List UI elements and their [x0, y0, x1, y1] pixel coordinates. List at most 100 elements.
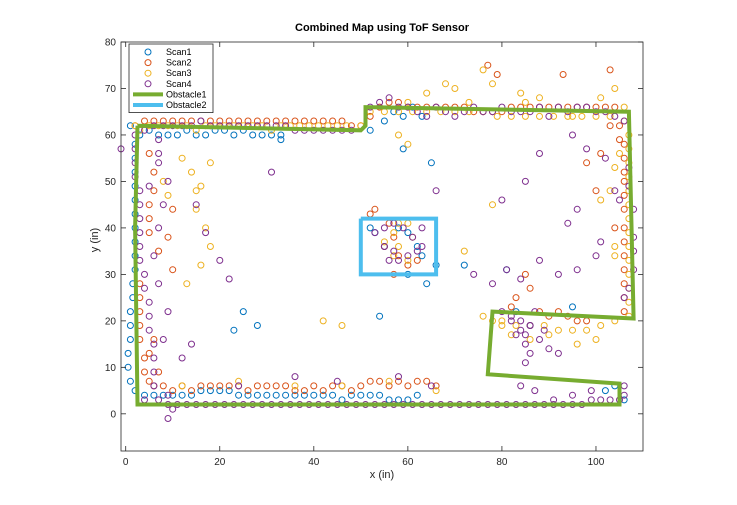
data-point-scan2 — [620, 205, 628, 213]
data-point-scan4 — [399, 224, 407, 232]
data-point-scan3 — [404, 98, 412, 106]
data-point-scan3 — [611, 164, 619, 171]
legend-marker-scan2 — [144, 59, 152, 67]
data-point-scan3 — [489, 201, 496, 209]
data-point-scan3 — [197, 261, 205, 269]
data-point-scan3 — [526, 336, 534, 343]
data-point-scan4 — [202, 229, 210, 237]
data-point-scan1 — [376, 312, 384, 320]
data-point-scan1 — [277, 136, 285, 144]
data-point-scan3 — [573, 340, 581, 348]
data-point-scan3 — [521, 98, 529, 106]
data-point-scan4 — [164, 308, 172, 316]
data-point-scan4 — [583, 145, 591, 153]
data-point-scan3 — [404, 140, 412, 148]
data-point-scan2 — [371, 205, 379, 213]
data-point-scan3 — [164, 191, 172, 199]
data-point-scan3 — [507, 331, 515, 339]
data-point-scan2 — [159, 117, 167, 125]
data-point-scan4 — [531, 387, 539, 395]
data-point-scan3 — [493, 112, 501, 120]
data-point-scan2 — [141, 368, 148, 376]
x-tick-label: 100 — [588, 457, 605, 468]
data-point-scan4 — [390, 247, 398, 255]
data-point-scan4 — [616, 196, 623, 204]
data-point-scan2 — [620, 140, 628, 148]
data-point-scan2 — [385, 382, 393, 390]
data-point-scan2 — [141, 354, 148, 362]
data-point-scan4 — [526, 349, 534, 357]
data-point-scan1 — [258, 131, 266, 139]
x-tick-label: 0 — [123, 457, 129, 468]
data-point-scan1 — [404, 229, 412, 237]
data-point-scan3 — [192, 187, 200, 195]
data-point-scan3 — [395, 243, 402, 250]
data-point-scan2 — [512, 294, 520, 302]
data-point-scan3 — [592, 336, 600, 343]
data-point-scan1 — [126, 122, 134, 130]
data-point-scan4 — [164, 177, 172, 185]
data-point-scan2 — [225, 382, 233, 390]
data-point-scan2 — [347, 387, 355, 395]
data-point-scan3 — [319, 317, 327, 325]
x-axis-label: x (in) — [370, 469, 394, 481]
data-point-scan4 — [512, 331, 520, 339]
data-point-scan1 — [169, 391, 177, 399]
data-point-scan1 — [126, 308, 134, 316]
data-point-scan3 — [183, 280, 191, 288]
data-point-scan2 — [620, 168, 628, 176]
data-point-scan1 — [126, 336, 134, 343]
data-point-scan2 — [300, 117, 308, 125]
data-point-scan3 — [390, 229, 398, 237]
data-point-scan1 — [150, 391, 158, 399]
data-point-scan4 — [371, 229, 379, 237]
data-point-scan2 — [366, 377, 374, 385]
chart-title: Combined Map using ToF Sensor — [295, 22, 470, 34]
data-point-scan2 — [620, 280, 628, 288]
data-point-scan1 — [366, 391, 374, 399]
data-point-scan1 — [427, 159, 435, 167]
x-tick-label: 40 — [308, 457, 320, 468]
data-point-scan2 — [592, 187, 600, 195]
legend-marker-scan4 — [144, 80, 152, 88]
data-point-scan2 — [244, 387, 252, 395]
data-point-scan2 — [263, 382, 271, 390]
data-point-scan4 — [554, 349, 562, 357]
data-point-scan3 — [536, 112, 543, 120]
data-point-scan2 — [164, 233, 172, 241]
data-point-scan3 — [611, 252, 619, 260]
data-point-scan1 — [366, 224, 374, 232]
data-point-scan1 — [253, 322, 261, 329]
data-point-scan1 — [141, 391, 148, 399]
data-point-scan3 — [597, 196, 605, 204]
data-point-scan4 — [521, 340, 529, 348]
data-point-scan1 — [216, 387, 224, 395]
x-tick-label: 20 — [214, 457, 226, 468]
data-point-scan2 — [526, 284, 534, 292]
data-point-scan2 — [338, 117, 346, 125]
data-point-scan2 — [145, 377, 153, 385]
data-point-scan3 — [338, 322, 346, 329]
data-point-scan4 — [521, 177, 529, 185]
data-point-scan1 — [460, 261, 468, 269]
data-point-scan4 — [451, 112, 459, 120]
y-tick-label: 70 — [105, 84, 117, 95]
data-point-scan2 — [263, 117, 271, 125]
data-point-scan3 — [507, 112, 515, 120]
data-point-scan1 — [235, 391, 243, 399]
data-point-scan1 — [376, 391, 384, 399]
data-point-scan3 — [536, 94, 543, 102]
data-point-scan1 — [380, 117, 388, 125]
y-tick-label: 0 — [110, 409, 116, 420]
data-point-scan3 — [465, 98, 473, 106]
data-point-scan4 — [432, 187, 440, 195]
data-point-scan3 — [606, 112, 614, 120]
data-point-scan1 — [164, 131, 172, 139]
data-point-scan2 — [395, 252, 402, 260]
legend-label-scan4: Scan4 — [166, 79, 192, 89]
y-tick-label: 40 — [105, 223, 117, 234]
data-point-scan3 — [178, 382, 186, 390]
y-tick-label: 20 — [105, 316, 117, 327]
data-point-scan1 — [282, 391, 290, 399]
